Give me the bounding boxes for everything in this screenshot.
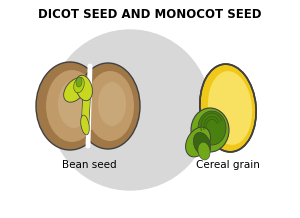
Ellipse shape [86, 71, 134, 141]
Ellipse shape [76, 77, 82, 87]
Text: DICOT SEED AND MONOCOT SEED: DICOT SEED AND MONOCOT SEED [38, 8, 262, 21]
Ellipse shape [76, 63, 140, 149]
Ellipse shape [194, 132, 211, 156]
Ellipse shape [46, 70, 98, 142]
Ellipse shape [98, 82, 126, 126]
Ellipse shape [76, 75, 92, 101]
Circle shape [50, 30, 210, 190]
Ellipse shape [198, 111, 226, 145]
Ellipse shape [36, 62, 104, 150]
Text: Bean seed: Bean seed [62, 160, 116, 170]
Ellipse shape [191, 108, 229, 152]
Ellipse shape [64, 78, 86, 102]
Ellipse shape [198, 142, 210, 160]
Ellipse shape [74, 77, 84, 93]
Ellipse shape [200, 64, 256, 152]
Ellipse shape [186, 127, 210, 157]
Ellipse shape [208, 71, 252, 145]
Ellipse shape [81, 115, 89, 135]
Text: Cereal grain: Cereal grain [196, 160, 260, 170]
Ellipse shape [58, 80, 90, 128]
